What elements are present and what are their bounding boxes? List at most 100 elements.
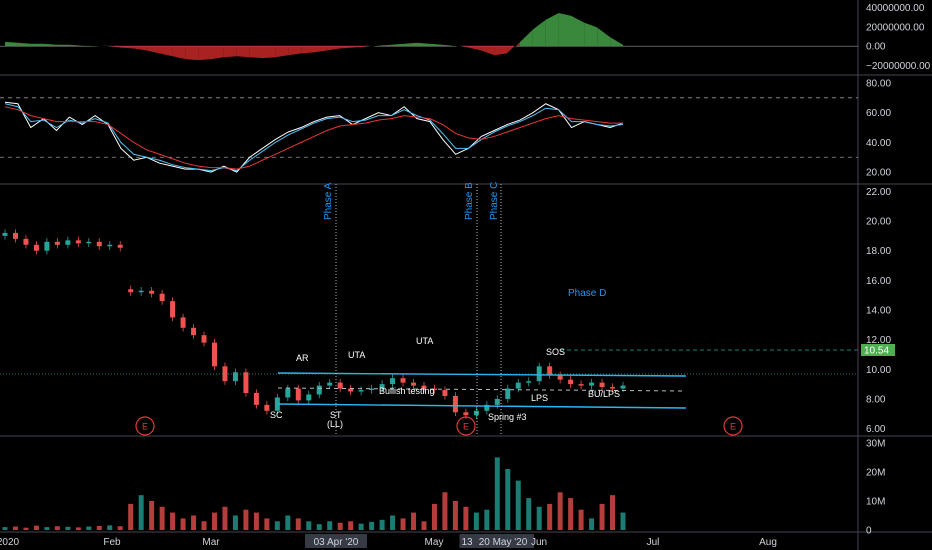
earnings-marker[interactable]: E <box>723 416 743 436</box>
candle-body <box>610 387 616 389</box>
x-tick-label: May <box>425 537 444 548</box>
candle-body <box>526 381 532 383</box>
candle-body <box>243 372 249 394</box>
volume-bar <box>515 480 521 530</box>
annotation-sos: SOS <box>546 347 565 357</box>
candle-body <box>191 327 197 336</box>
candle-body <box>515 382 521 389</box>
volume-bar <box>505 469 511 530</box>
volume-bar <box>578 509 584 530</box>
volume-bar <box>138 495 144 530</box>
earnings-marker[interactable]: E <box>135 416 155 436</box>
y-tick-label: 20.00 <box>866 217 891 228</box>
candle-body <box>274 397 280 411</box>
volume-bar <box>191 515 197 530</box>
volume-bar <box>568 498 574 530</box>
volume-bar <box>23 527 29 530</box>
oscillator-area-segment <box>185 46 199 61</box>
oscillator-y-axis: 40000000.00 20000000.00 0.00 −20000000.00 <box>866 3 931 72</box>
y-tick-label: 10M <box>866 496 885 507</box>
candle-body <box>86 241 92 244</box>
candle-body <box>138 290 144 293</box>
oscillator-area-segment <box>146 46 160 54</box>
y-tick-label: 14.00 <box>866 306 891 317</box>
candle-body <box>536 366 542 382</box>
svg-text:E: E <box>142 422 148 432</box>
volume-bar <box>599 503 605 530</box>
annotation-bu-lps: BU/LPS <box>588 389 620 399</box>
candle-body <box>117 244 123 248</box>
annotation-uta-2: UTA <box>416 336 433 346</box>
candle-body <box>400 378 406 383</box>
volume-bar <box>547 503 553 530</box>
oscillator-area-segment <box>236 46 250 58</box>
candle-body <box>327 382 333 386</box>
oscillator-area-segment <box>326 46 340 51</box>
volume-bar <box>170 512 176 530</box>
svg-text:E: E <box>730 422 736 432</box>
oscillator-area-segment <box>288 46 302 56</box>
candle-body <box>463 412 469 416</box>
oscillator-area-segment <box>494 46 508 56</box>
volume-bar <box>452 500 458 530</box>
candle-body <box>232 372 238 382</box>
volume-bar <box>243 509 249 530</box>
event-markers[interactable]: E E E <box>135 416 743 436</box>
y-tick-label: 20000000.00 <box>866 22 925 33</box>
volume-bar <box>274 521 280 530</box>
candle-body <box>12 232 18 239</box>
y-tick-label: −20000000.00 <box>866 61 931 72</box>
volume-bar <box>390 515 396 530</box>
volume-bar <box>107 525 113 530</box>
volume-bar <box>610 495 616 530</box>
volume-bar <box>12 526 18 530</box>
volume-bar <box>494 457 500 530</box>
x-tick-label: Jun <box>531 537 547 548</box>
candle-body <box>431 388 437 391</box>
oscillator-area-segment <box>30 43 44 47</box>
y-tick-label: 0 <box>866 526 872 537</box>
volume-bar <box>86 526 92 530</box>
annotation-phase-b: Phase B <box>464 182 475 220</box>
candle-body <box>379 384 385 389</box>
candle-body <box>358 390 364 392</box>
oscillator-line <box>4 11 624 62</box>
annotation-st: ST <box>330 410 342 420</box>
volume-bar <box>400 518 406 530</box>
volume-bar <box>620 512 626 530</box>
svg-text:E: E <box>463 422 469 432</box>
volume-bar <box>232 515 238 530</box>
x-tick-highlight <box>305 534 367 548</box>
candle-body <box>494 398 500 405</box>
x-tick-label: Aug <box>759 537 777 548</box>
earnings-marker[interactable]: E <box>456 416 476 436</box>
volume-bar <box>222 506 228 530</box>
annotation-ll: (LL) <box>327 419 343 429</box>
oscillator-area-segment <box>571 15 585 47</box>
candle-body <box>620 385 626 389</box>
volume-bar <box>295 518 301 530</box>
volume-bar <box>337 522 343 530</box>
candle-body <box>159 293 165 302</box>
y-tick-label: 18.00 <box>866 246 891 257</box>
candle-body <box>337 382 343 389</box>
candle-body <box>295 388 301 401</box>
volume-bar <box>484 509 490 530</box>
candle-body <box>33 244 39 251</box>
candle-body <box>75 240 81 244</box>
volume-bar <box>526 498 532 530</box>
y-tick-label: 60.00 <box>866 108 891 119</box>
volume-bar <box>316 524 322 530</box>
annotation-ar: AR <box>296 353 309 363</box>
candle-body <box>369 388 375 391</box>
phase-dividers <box>335 184 502 436</box>
oscillator-pane <box>0 11 858 62</box>
volume-bar <box>358 523 364 530</box>
y-tick-label: 6.00 <box>866 424 886 435</box>
candle-body <box>411 382 417 386</box>
oscillator-area-segment <box>558 12 572 47</box>
candle-body <box>44 241 50 251</box>
price-y-axis: 22.00 20.00 18.00 16.00 14.00 12.00 10.00 8.00 6… <box>866 187 891 435</box>
